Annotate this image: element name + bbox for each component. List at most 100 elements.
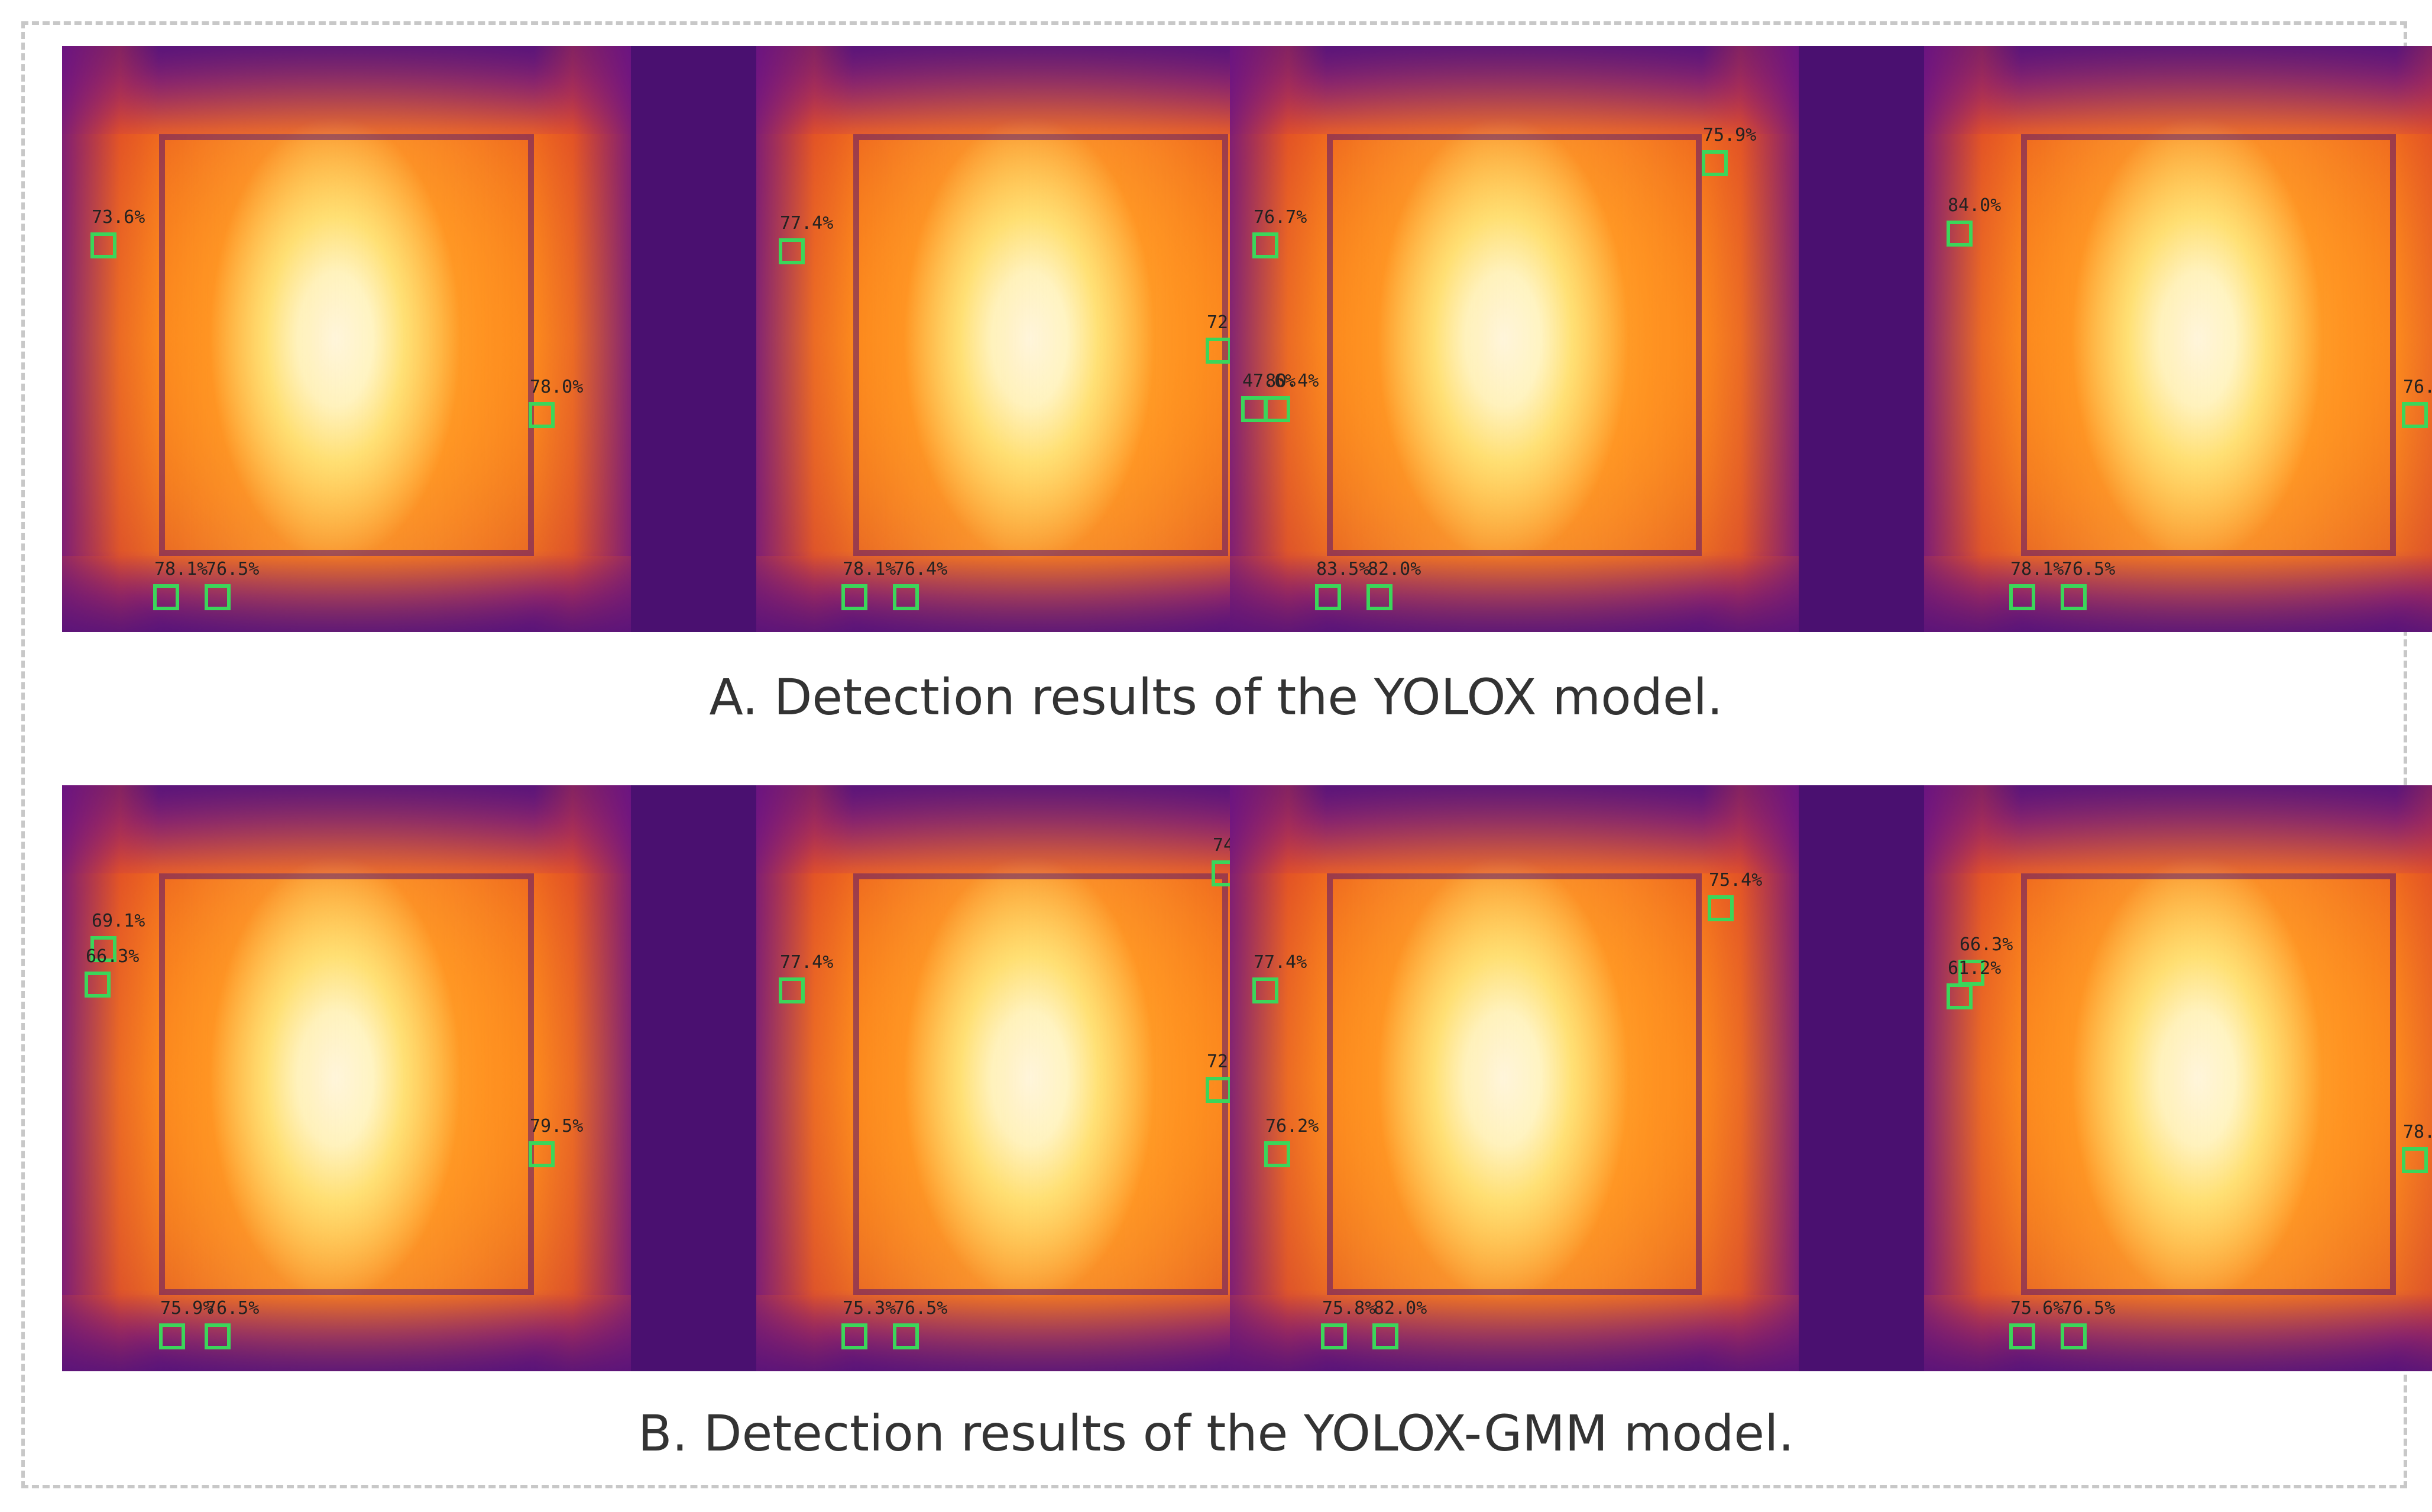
wall-l-shading [756, 785, 853, 1371]
detection-box: 76.2% [1264, 1118, 1319, 1167]
wall-l-shading [62, 46, 159, 632]
wall-l-shading [62, 785, 159, 1371]
detection-box: 76.5% [2061, 561, 2115, 610]
detection-box: 80.4% [1264, 373, 1319, 422]
detection-box: 77.4% [1252, 954, 1307, 1003]
back-wall-shading [158, 873, 535, 1296]
wall-l-shading [1230, 785, 1327, 1371]
confidence-label: 77.4% [780, 213, 834, 234]
confidence-label: 78.1% [154, 559, 208, 579]
detection-box: 76.9% [2402, 378, 2432, 428]
confidence-label: 77.4% [780, 952, 834, 973]
thermal-frame: 76.7% 75.9% 47.6% 80.4% 83.5% 82.0% [1230, 46, 1799, 632]
floor-shading [1230, 1295, 1799, 1371]
detection-box: 47.6% [1241, 373, 1296, 422]
panel-b-left: 69.1%66.3%79.5%75.9%76.5%77.4%74.5%72.7%… [62, 785, 1325, 1371]
caption-b: B. Detection results of the YOLOX-GMM mo… [637, 1404, 1795, 1462]
detection-box: 75.9% [159, 1300, 213, 1349]
detection-box: 72.7% [1206, 1053, 1260, 1103]
floor-shading [1924, 1295, 2432, 1371]
confidence-label: 80.4% [1265, 371, 1319, 391]
wall-r-shading [2396, 785, 2432, 1371]
confidence-label: 76.5% [2062, 1298, 2116, 1319]
confidence-label: 76.5% [206, 1298, 260, 1319]
thermal-frame: 66.3% 61.2% 78.8% 75.6%76.5% [1924, 785, 2432, 1371]
wall-r-shading [534, 785, 631, 1371]
wall-r-shading [534, 46, 631, 632]
detection-box: 75.8% [1321, 1300, 1375, 1349]
confidence-label: 75.9% [1703, 125, 1757, 145]
confidence-label: 75.6% [2010, 1298, 2064, 1319]
back-wall-shading [158, 134, 535, 556]
wall-r-shading [1702, 46, 1799, 632]
confidence-label: 69.1% [92, 911, 145, 931]
detection-box: 78.0% [529, 378, 583, 428]
confidence-label: 82.0% [1374, 1298, 1427, 1319]
detection-box: 82.0% [1366, 561, 1421, 610]
confidence-label: 76.2% [1265, 1116, 1319, 1137]
confidence-label: 61.2% [1948, 958, 2002, 979]
detection-box: 76.5% [205, 561, 259, 610]
confidence-label: 75.4% [1709, 870, 1763, 891]
confidence-label: 66.3% [86, 946, 140, 967]
confidence-label: 75.9% [160, 1298, 214, 1319]
confidence-label: 76.9% [2403, 377, 2432, 397]
panel-a-right: 76.7% 75.9% 47.6%80.4% 83.5%82.0% 84.0% 76.9%… [1230, 46, 2432, 632]
figure-border [21, 21, 2407, 1488]
detection-box: 78.1% [2009, 561, 2064, 610]
thermal-frame: 69.1% 66.3% 79.5% 75.9% 76.5% [62, 785, 631, 1371]
detection-box: 72.9% [1206, 314, 1260, 364]
confidence-label: 78.0% [530, 377, 584, 397]
detection-box: 77.4% [779, 954, 833, 1003]
confidence-label: 47.6% [1242, 371, 1296, 391]
confidence-label: 79.5% [530, 1116, 584, 1137]
detection-box: 76.5% [2061, 1300, 2115, 1349]
detection-box: 75.3% [841, 1300, 896, 1349]
back-wall-shading [1326, 134, 1702, 556]
detection-box: 76.5% [205, 1300, 259, 1349]
wall-r-shading [2396, 46, 2432, 632]
thermal-frame: 77.4% 75.4% 76.2% 75.8% 82.0% [1230, 785, 1799, 1371]
back-wall-shading [2020, 134, 2397, 556]
back-wall-shading [2020, 873, 2397, 1296]
detection-box: 61.2% [1947, 960, 2001, 1009]
confidence-label: 84.0% [1948, 195, 2002, 216]
back-wall-shading [1326, 873, 1702, 1296]
floor-shading [62, 556, 631, 632]
floor-shading [1230, 556, 1799, 632]
detection-box: 82.0% [1372, 1300, 1427, 1349]
detection-box: 73.6% [90, 209, 145, 258]
confidence-label: 76.7% [1254, 207, 1307, 228]
wall-l-shading [1230, 46, 1327, 632]
confidence-label: 78.1% [843, 559, 896, 579]
confidence-label: 76.4% [894, 559, 948, 579]
detection-box: 76.7% [1252, 209, 1307, 258]
caption-a: A. Detection results of the YOLOX model. [709, 668, 1723, 726]
floor-shading [62, 1295, 631, 1371]
confidence-label: 77.4% [1254, 952, 1307, 973]
confidence-label: 75.3% [843, 1298, 896, 1319]
confidence-label: 76.5% [206, 559, 260, 579]
confidence-label: 75.8% [1322, 1298, 1376, 1319]
panel-b-right: 77.4% 75.4% 76.2% 75.8%82.0% 66.3% 61.2% 78.8%… [1230, 785, 2432, 1371]
confidence-label: 78.8% [2403, 1122, 2432, 1142]
confidence-label: 76.5% [894, 1298, 948, 1319]
thermal-frame: 73.6% 78.0% 78.1% 76.5% [62, 46, 631, 632]
detection-box: 75.9% [1702, 127, 1756, 176]
detection-box: 69.1% [90, 912, 145, 962]
detection-box: 83.5% [1315, 561, 1369, 610]
detection-box: 75.4% [1708, 872, 1762, 921]
back-wall-shading [853, 873, 1229, 1296]
detection-box: 75.6% [2009, 1300, 2064, 1349]
confidence-label: 73.6% [92, 207, 145, 228]
floor-shading [1924, 556, 2432, 632]
wall-l-shading [756, 46, 853, 632]
confidence-label: 83.5% [1316, 559, 1370, 579]
wall-l-shading [1924, 785, 2021, 1371]
detection-box: 76.4% [893, 561, 947, 610]
wall-l-shading [1924, 46, 2021, 632]
detection-box: 79.5% [529, 1118, 583, 1167]
detection-box: 78.1% [153, 561, 208, 610]
confidence-label: 82.0% [1368, 559, 1421, 579]
detection-box: 76.5% [893, 1300, 947, 1349]
